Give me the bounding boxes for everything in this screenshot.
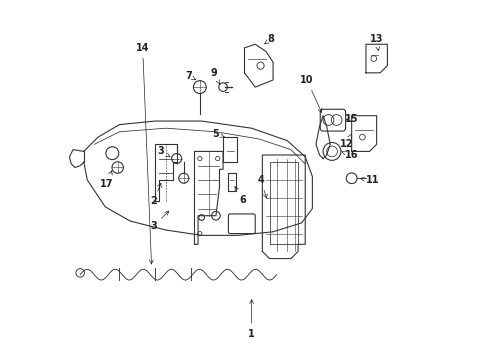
Text: 4: 4: [257, 175, 266, 198]
Text: 8: 8: [264, 34, 274, 44]
Text: 14: 14: [136, 43, 153, 264]
Text: 16: 16: [341, 150, 358, 160]
Text: 17: 17: [100, 171, 114, 189]
Text: 11: 11: [360, 175, 379, 185]
Text: 9: 9: [210, 68, 219, 84]
Text: 6: 6: [234, 186, 245, 204]
Text: 2: 2: [150, 183, 161, 206]
Text: 10: 10: [300, 75, 321, 112]
Text: 3: 3: [157, 147, 170, 157]
Text: 15: 15: [344, 114, 358, 124]
Text: 5: 5: [211, 129, 224, 139]
Text: 1: 1: [248, 300, 255, 339]
Text: 12: 12: [339, 134, 352, 149]
Text: 7: 7: [185, 71, 195, 81]
Text: 13: 13: [369, 34, 383, 51]
Text: 3: 3: [150, 211, 168, 231]
